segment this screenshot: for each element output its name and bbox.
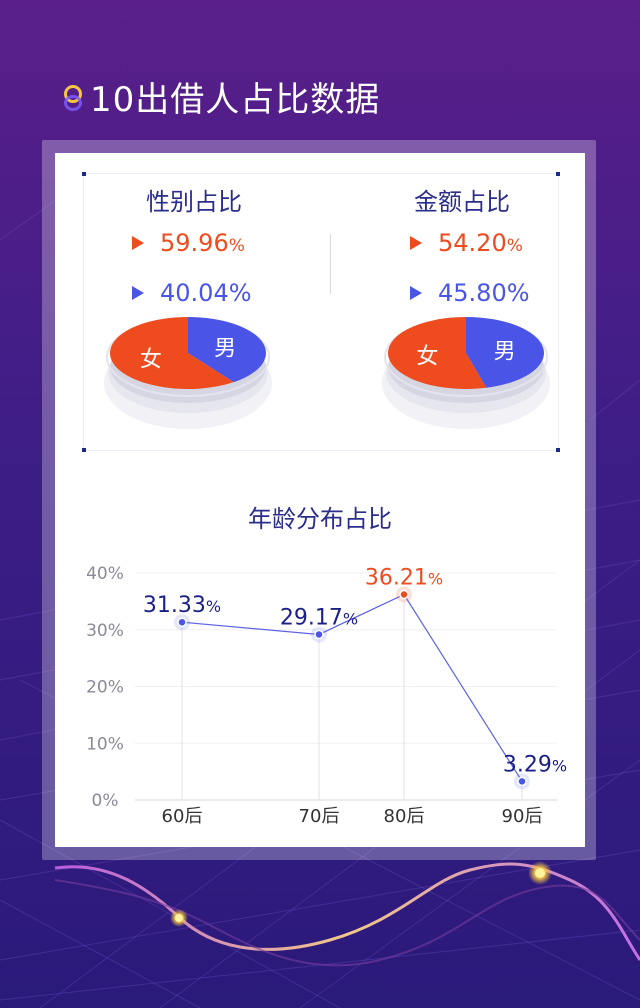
triangle-right-icon	[410, 236, 422, 250]
x-tick-label: 90后	[502, 806, 543, 827]
triangle-right-icon	[132, 236, 144, 250]
series-line	[181, 593, 523, 782]
gender-female-row: 59.96%	[132, 228, 245, 258]
amount-pie-label-male: 男	[494, 340, 516, 365]
amount-female-value: 54.20%	[438, 229, 523, 257]
corner-mark	[82, 172, 86, 176]
page-title: 10出借人占比数据	[90, 79, 381, 120]
y-tick-label: 30%	[86, 621, 124, 641]
gender-pie-label-male: 男	[214, 336, 236, 361]
corner-mark	[82, 448, 86, 452]
y-tick-label: 40%	[86, 564, 124, 584]
triangle-right-icon	[410, 286, 422, 300]
gender-pie-chart: 男女	[104, 317, 272, 429]
x-tick-label: 60后	[162, 806, 203, 827]
triangle-right-icon	[132, 286, 144, 300]
amount-pie-slice-female	[388, 317, 487, 389]
data-point	[399, 589, 409, 600]
page-header: 10出借人占比数据	[62, 74, 381, 120]
data-label: 3.29%	[503, 752, 567, 777]
data-label: 31.33%	[143, 593, 221, 618]
gender-pie-slice-female	[110, 317, 234, 389]
age-chart-title: 年龄分布占比	[248, 505, 392, 533]
amount-pie-chart: 男女	[382, 317, 550, 429]
ratio-panel: 性别占比 59.96% 40.04% 金额占比 54.20% 45.80%	[82, 172, 560, 452]
y-tick-label: 0%	[92, 791, 119, 811]
rings-icon	[62, 81, 84, 111]
data-label: 36.21%	[365, 566, 443, 591]
amount-pie-slice-male	[466, 317, 544, 388]
age-line-chart: 40% 30% 20% 10% 0% 31.33% 60后 29.17% 70后 36.21% 80…	[86, 564, 567, 827]
data-point	[314, 629, 324, 640]
y-tick-label: 20%	[86, 678, 124, 698]
x-tick-label: 80后	[384, 806, 425, 827]
amount-title: 金额占比	[414, 188, 510, 216]
gender-male-value: 40.04%	[160, 279, 252, 307]
data-point	[517, 776, 527, 787]
gender-female-value: 59.96%	[160, 229, 245, 257]
gender-male-row: 40.04%	[132, 278, 252, 308]
amount-pie-label-female: 女	[416, 344, 438, 369]
y-tick-label: 10%	[86, 734, 124, 754]
amount-male-row: 45.80%	[410, 278, 530, 308]
amount-female-row: 54.20%	[410, 228, 523, 258]
amount-male-value: 45.80%	[438, 279, 530, 307]
x-tick-label: 70后	[299, 806, 340, 827]
data-label: 29.17%	[280, 605, 358, 630]
gender-pie-label-female: 女	[140, 348, 162, 373]
data-card: 性别占比 59.96% 40.04% 金额占比 54.20% 45.80% 男女	[55, 153, 585, 847]
corner-mark	[556, 172, 560, 176]
gender-title: 性别占比	[146, 188, 242, 216]
data-point	[177, 617, 187, 627]
divider	[330, 234, 331, 294]
gender-pie-slice-male	[188, 317, 266, 383]
corner-mark	[556, 448, 560, 452]
